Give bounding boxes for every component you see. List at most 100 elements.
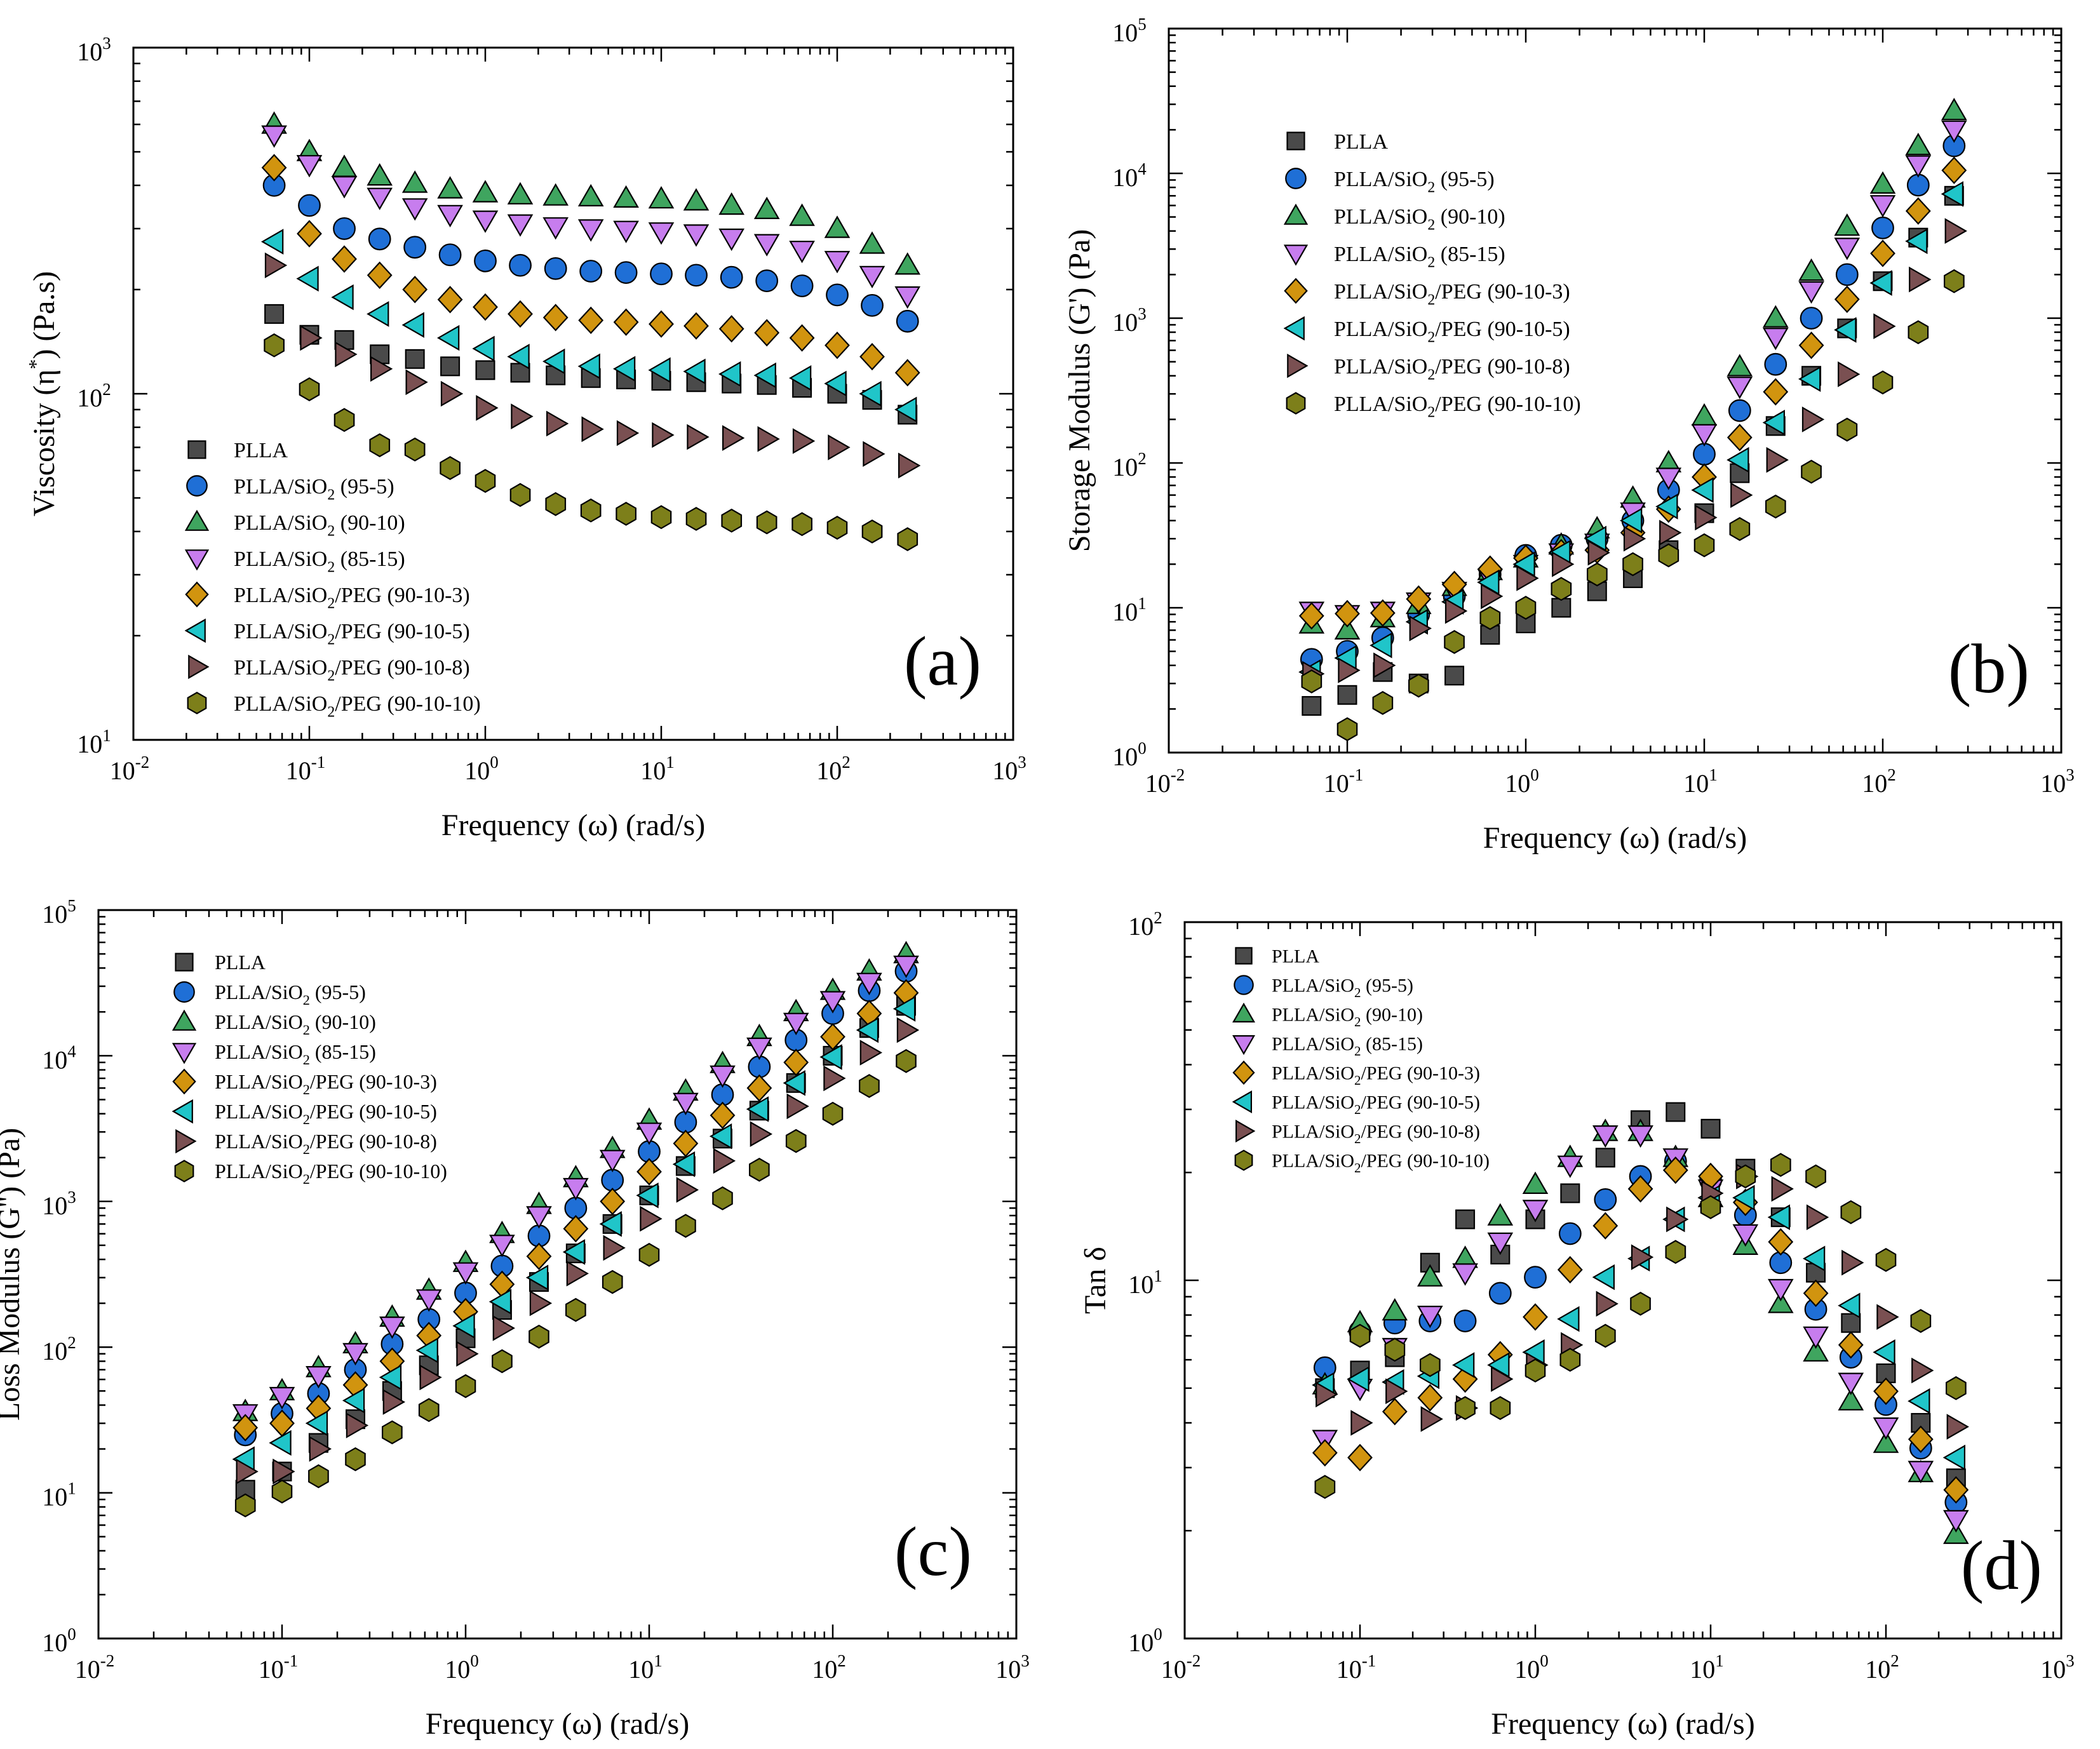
data-point bbox=[1370, 599, 1396, 627]
legend-entry: PLLA/SiO2 (90-10) bbox=[1232, 1002, 1423, 1029]
legend-marker bbox=[175, 953, 194, 972]
data-point bbox=[1798, 366, 1821, 392]
data-point bbox=[1298, 602, 1324, 630]
data-point bbox=[1834, 238, 1861, 260]
data-point bbox=[683, 358, 706, 385]
data-point bbox=[526, 1206, 552, 1229]
data-point bbox=[1768, 1228, 1794, 1256]
data-point bbox=[1314, 1475, 1336, 1499]
data-point bbox=[308, 1464, 329, 1489]
data-point bbox=[789, 324, 815, 352]
data-point bbox=[755, 269, 779, 293]
data-point bbox=[577, 184, 604, 206]
legend-label: PLLA/SiO2 (85-15) bbox=[1334, 243, 1505, 271]
legend-label: PLLA/SiO2 (90-10) bbox=[1334, 205, 1505, 234]
data-point bbox=[440, 456, 461, 480]
y-tick-label: 103 bbox=[77, 34, 111, 66]
data-point bbox=[683, 224, 710, 247]
y-tick-label: 102 bbox=[42, 1333, 76, 1365]
y-tick-label: 103 bbox=[1112, 304, 1147, 337]
data-point bbox=[437, 176, 463, 199]
data-point bbox=[577, 353, 600, 380]
data-point bbox=[381, 1420, 403, 1445]
series-plla bbox=[1315, 1102, 1966, 1489]
data-point bbox=[333, 217, 356, 240]
data-point bbox=[1767, 1278, 1794, 1302]
data-point bbox=[718, 228, 745, 251]
data-point bbox=[652, 422, 675, 448]
data-point bbox=[1417, 1306, 1443, 1329]
data-point bbox=[1595, 1148, 1615, 1168]
legend-label: PLLA/SiO2/PEG (90-10-10) bbox=[1272, 1151, 1490, 1176]
data-point bbox=[335, 341, 358, 368]
legend-label: PLLA/SiO2/PEG (90-10-8) bbox=[234, 656, 470, 685]
legend-label: PLLA/SiO2 (90-10) bbox=[1272, 1005, 1423, 1029]
data-point bbox=[542, 217, 569, 240]
data-point bbox=[721, 508, 743, 533]
data-point bbox=[1801, 406, 1825, 432]
data-point bbox=[650, 505, 672, 530]
data-point bbox=[1444, 630, 1465, 654]
legend-d: PLLA PLLA/SiO2 (95-5) PLLA/SiO2 (90-10) PLL… bbox=[1232, 946, 1490, 1176]
data-point bbox=[1798, 258, 1824, 281]
data-point bbox=[894, 396, 917, 423]
legend-entry: PLLA/SiO2/PEG (90-10-5) bbox=[1283, 316, 1570, 345]
data-point bbox=[1627, 1125, 1653, 1148]
legend-entry: PLLA/SiO2/PEG (90-10-10) bbox=[174, 1160, 447, 1187]
data-point bbox=[683, 312, 709, 340]
data-point bbox=[710, 1101, 736, 1129]
data-point bbox=[1693, 443, 1716, 466]
data-point bbox=[1487, 1232, 1514, 1256]
data-point bbox=[1408, 673, 1429, 698]
data-point bbox=[599, 1210, 622, 1237]
data-point bbox=[488, 1289, 512, 1315]
legend-label: PLLA/SiO2 (95-5) bbox=[234, 475, 394, 504]
data-point bbox=[1838, 1331, 1864, 1359]
data-point bbox=[1409, 615, 1432, 641]
data-point bbox=[861, 293, 884, 317]
data-point bbox=[472, 335, 495, 362]
data-point bbox=[1301, 669, 1323, 694]
data-point bbox=[1557, 1306, 1580, 1332]
data-point bbox=[440, 380, 464, 407]
legend-marker bbox=[174, 1160, 194, 1183]
legend-entry: PLLA/SiO2 (95-5) bbox=[1285, 168, 1495, 196]
x-tick-label: 101 bbox=[1690, 1651, 1724, 1684]
series-plla-sio2-95-5 bbox=[1313, 1149, 1968, 1514]
data-point bbox=[367, 163, 393, 186]
data-point bbox=[1444, 598, 1468, 624]
series-plla-sio2-peg-90-10-5 bbox=[232, 996, 916, 1473]
data-point bbox=[649, 310, 674, 338]
data-point bbox=[897, 527, 919, 551]
legend-marker bbox=[172, 1009, 197, 1031]
data-point bbox=[402, 276, 428, 304]
x-tick-label: 100 bbox=[1514, 1651, 1549, 1684]
legend-marker bbox=[187, 692, 207, 714]
data-point bbox=[1665, 1240, 1686, 1264]
data-point bbox=[1835, 263, 1859, 286]
data-point bbox=[896, 1017, 920, 1043]
data-point bbox=[367, 187, 393, 210]
y-tick-label: 101 bbox=[77, 726, 111, 758]
data-point bbox=[525, 1264, 549, 1291]
data-point bbox=[783, 1049, 809, 1076]
data-point bbox=[1942, 1521, 1969, 1545]
data-point bbox=[526, 1242, 552, 1270]
data-point bbox=[401, 312, 424, 338]
series-plla-sio2-85-15 bbox=[261, 125, 921, 309]
data-point bbox=[1941, 156, 1967, 184]
legend-entry: PLLA/SiO2/PEG (90-10-10) bbox=[1286, 392, 1581, 420]
data-point bbox=[271, 1479, 293, 1504]
legend-entry: PLLA bbox=[175, 951, 266, 974]
data-point bbox=[1522, 1200, 1549, 1223]
legend-label: PLLA/SiO2/PEG (90-10-5) bbox=[215, 1100, 437, 1127]
data-point bbox=[1700, 1118, 1721, 1139]
data-point bbox=[673, 1129, 699, 1158]
data-point bbox=[636, 1122, 663, 1145]
data-point bbox=[232, 1414, 259, 1442]
data-point bbox=[1834, 317, 1857, 343]
data-point bbox=[415, 1337, 438, 1364]
data-point bbox=[1516, 565, 1539, 591]
series-plla-sio2-peg-90-10-3 bbox=[261, 154, 920, 387]
data-point bbox=[1905, 228, 1928, 255]
